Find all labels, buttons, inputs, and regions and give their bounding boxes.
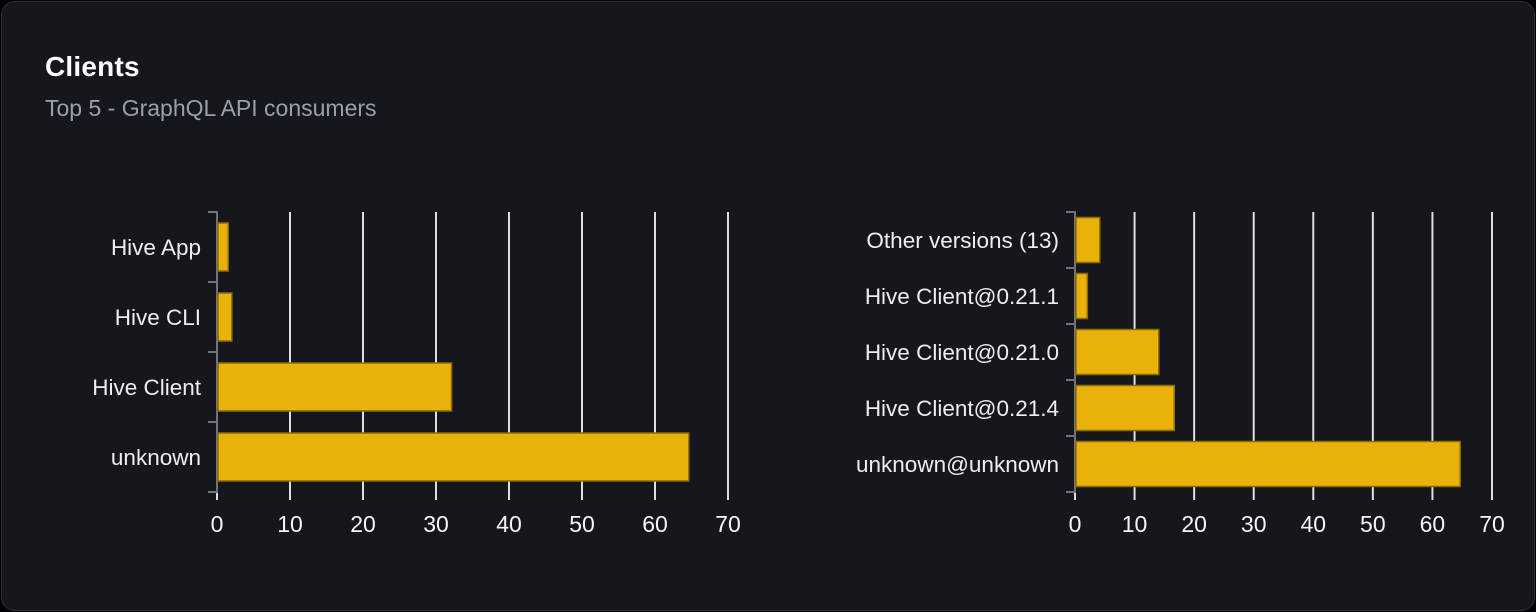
category-label: unknown@unknown: [856, 452, 1059, 477]
x-axis-tick-label: 60: [1420, 511, 1446, 537]
x-axis-tick-label: 10: [277, 511, 303, 537]
bar-hive-app: [217, 222, 229, 272]
card-header: Clients Top 5 - GraphQL API consumers: [45, 50, 377, 122]
bar-unknown: [217, 432, 690, 482]
category-label: unknown: [111, 445, 201, 470]
x-axis-tick-label: 0: [1069, 511, 1082, 537]
x-axis-tick-label: 20: [1181, 511, 1207, 537]
category-label: Hive App: [111, 235, 201, 260]
bar-hive-client-0-21-4: [1075, 384, 1176, 432]
category-label: Hive Client@0.21.4: [865, 396, 1059, 421]
category-label: Hive Client: [92, 375, 202, 400]
x-axis-tick-label: 50: [1360, 511, 1386, 537]
clients-by-version-chart: 0 10 20 30 40 50 60 70 Other versions (13) Hive C…: [856, 211, 1505, 537]
bar-hive-client: [217, 362, 453, 412]
bar-hive-client-0-21-0: [1075, 328, 1160, 376]
card-title: Clients: [45, 51, 140, 82]
bar-hive-client-0-21-1: [1075, 272, 1089, 320]
x-axis-tick-label: 40: [1300, 511, 1326, 537]
x-axis-tick-label: 30: [1241, 511, 1267, 537]
category-label: Other versions (13): [866, 228, 1059, 253]
clients-by-name-chart: 0 10 20 30 40 50 60 70 Hive App Hive CLI Hive Clie…: [92, 211, 741, 537]
bar-hive-cli: [217, 292, 233, 342]
category-label: Hive CLI: [115, 305, 201, 330]
bar-other-versions-13-: [1075, 216, 1101, 264]
card-subtitle: Top 5 - GraphQL API consumers: [45, 95, 377, 121]
category-label: Hive Client@0.21.1: [865, 284, 1059, 309]
x-axis-tick-label: 40: [496, 511, 522, 537]
bar-unknown-unknown: [1075, 440, 1461, 488]
category-label: Hive Client@0.21.0: [865, 340, 1059, 365]
x-axis-tick-label: 50: [569, 511, 595, 537]
x-axis-tick-label: 20: [350, 511, 376, 537]
x-axis-tick-label: 60: [642, 511, 668, 537]
x-axis-tick-label: 70: [1479, 511, 1505, 537]
x-axis-tick-label: 70: [715, 511, 741, 537]
x-axis-tick-label: 10: [1122, 511, 1148, 537]
x-axis-tick-label: 30: [423, 511, 449, 537]
x-axis-tick-label: 0: [211, 511, 224, 537]
